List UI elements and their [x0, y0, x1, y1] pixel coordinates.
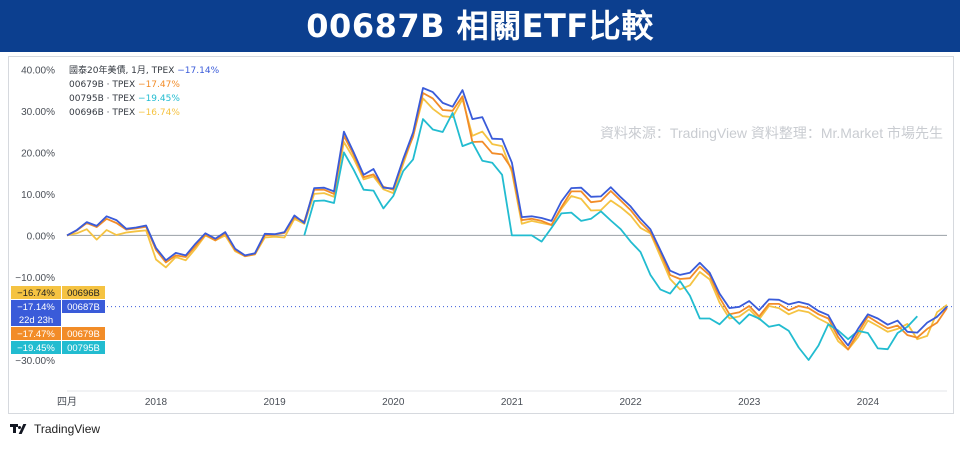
- tradingview-logo-icon: [10, 423, 28, 435]
- series-line-00687B[interactable]: [66, 87, 948, 347]
- x-tick-label: 2019: [264, 397, 287, 408]
- price-tag-value-bg: [11, 313, 61, 326]
- price-tag-name-bg: [62, 300, 105, 313]
- y-tick-label: 0.00%: [27, 231, 55, 242]
- footer-brand: TradingView: [34, 422, 101, 436]
- price-tag-name: 00696B: [67, 288, 100, 299]
- price-tag-value-bg: [11, 300, 61, 313]
- series-line-00795B[interactable]: [303, 112, 918, 361]
- footer: TradingView: [10, 420, 100, 438]
- legend-item[interactable]: 00795B · TPEX −19.45%: [69, 94, 180, 104]
- y-tick-label: 40.00%: [21, 65, 55, 76]
- y-tick-label: −10.00%: [15, 273, 55, 284]
- source-watermark: 資料來源：TradingView 資料整理：Mr.Market 市場先生: [600, 125, 943, 141]
- series-line-00679B[interactable]: [66, 92, 948, 351]
- price-tag-value: −16.74%: [17, 288, 55, 299]
- price-tag-value-bg: [11, 286, 61, 299]
- price-tag-value: −19.45%: [17, 343, 55, 354]
- x-tick-label: 2022: [619, 397, 642, 408]
- price-tag-value-bg: [11, 327, 61, 340]
- chart-panel[interactable]: 資料來源：TradingView 資料整理：Mr.Market 市場先生 40.…: [8, 56, 954, 414]
- x-tick-label: 2020: [382, 397, 405, 408]
- price-tag-value: 22d 23h: [19, 315, 53, 326]
- price-tag-name-bg: [62, 327, 105, 340]
- price-tag-value: −17.47%: [17, 329, 55, 340]
- price-tag-name: 00687B: [67, 302, 100, 313]
- y-tick-label: 30.00%: [21, 107, 55, 118]
- price-tag-value-bg: [11, 341, 61, 354]
- price-tag-name: 00795B: [67, 343, 100, 354]
- x-tick-label: 2021: [501, 397, 524, 408]
- x-tick-label: 2023: [738, 397, 761, 408]
- page-title: 00687B 相關ETF比較: [306, 7, 654, 45]
- x-tick-label: 2024: [857, 397, 880, 408]
- legend-item[interactable]: 00696B · TPEX −16.74%: [69, 108, 180, 118]
- line-chart[interactable]: 資料來源：TradingView 資料整理：Mr.Market 市場先生 40.…: [9, 57, 953, 413]
- legend-item[interactable]: 國泰20年美債, 1月, TPEX −17.14%: [69, 64, 220, 76]
- x-tick-label: 2018: [145, 397, 168, 408]
- x-tick-label: 四月: [57, 396, 77, 408]
- y-tick-label: 20.00%: [21, 148, 55, 159]
- price-tag-name: 00679B: [67, 329, 100, 340]
- price-tag-name-bg: [62, 341, 105, 354]
- legend-item[interactable]: 00679B · TPEX −17.47%: [69, 80, 180, 90]
- page-title-banner: 00687B 相關ETF比較: [0, 0, 960, 52]
- price-tag-name-bg: [62, 286, 105, 299]
- price-tag-value: −17.14%: [17, 302, 55, 313]
- y-tick-label: −30.00%: [15, 356, 55, 367]
- y-tick-label: 10.00%: [21, 190, 55, 201]
